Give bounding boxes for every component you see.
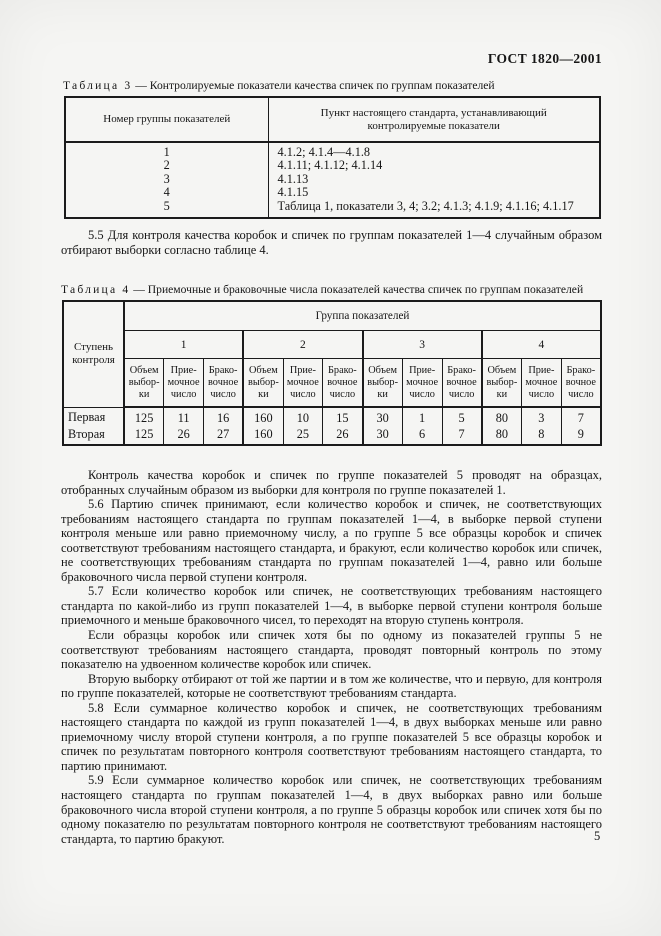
table4-cell: 125 bbox=[123, 426, 165, 445]
table4-group-header-row: Ступень контроля Группа показателей bbox=[62, 300, 602, 408]
clause-5-5: 5.5 Для контроля качества коробок и спич… bbox=[61, 228, 602, 258]
table4-cell: 27 bbox=[203, 426, 244, 445]
table4-cell: 160 bbox=[242, 407, 284, 426]
table3-group-4: 4 bbox=[163, 185, 170, 200]
table4-row-label: Вторая bbox=[62, 426, 125, 445]
table4-sub-rejection-3: Брако- вочное число bbox=[441, 358, 483, 408]
table3-clause-1: 4.1.2; 4.1.4—4.1.8 bbox=[277, 145, 371, 159]
table3-clause-2: 4.1.11; 4.1.12; 4.1.14 bbox=[277, 158, 383, 173]
table3-clause-5: Таблица 1, показатели 3, 4; 3.2; 4.1.3; … bbox=[277, 198, 574, 213]
table4-sub-sample-size-3: Объем выбор- ки bbox=[361, 358, 403, 408]
table4-group-3-label: 3 bbox=[361, 330, 483, 359]
table4-sub-rejection-4: Брако- вочное число bbox=[560, 358, 602, 408]
table4-sub-acceptance-2: Прие- мочное число bbox=[282, 358, 324, 408]
table4-cell: 7 bbox=[441, 426, 483, 445]
clause-5-9: 5.9 Если суммарное количество коробок ил… bbox=[61, 773, 602, 846]
table4-cell: 7 bbox=[560, 407, 602, 426]
table4-caption-label: Таблица 4 bbox=[61, 283, 131, 296]
table4-cell: 26 bbox=[322, 426, 363, 445]
table4-cell: 80 bbox=[480, 426, 522, 445]
table4-group-2-label: 2 bbox=[242, 330, 364, 359]
table4-sub-rejection-1: Брако- вочное число bbox=[203, 358, 244, 408]
clause-5-5-text: 5.5 Для контроля качества коробок и спич… bbox=[61, 228, 602, 257]
table4-stub-header: Ступень контроля bbox=[62, 300, 125, 408]
table4-group-1-label: 1 bbox=[122, 330, 244, 359]
table4-row-second-stage: Вторая 125 26 27 160 25 26 30 6 7 80 8 9 bbox=[62, 426, 602, 445]
table4-caption: Таблица 4 — Приемочные и браковочные чис… bbox=[61, 283, 601, 296]
table4-sub-sample-size-2: Объем выбор- ки bbox=[242, 358, 284, 408]
table4-sub-acceptance-1: Прие- мочное число bbox=[163, 358, 204, 408]
body-text: Контроль качества коробок и спичек по гр… bbox=[61, 468, 602, 846]
table4-row-label: Первая bbox=[62, 407, 125, 426]
paragraph-control-group5: Контроль качества коробок и спичек по гр… bbox=[61, 468, 602, 497]
clause-5-6: 5.6 Партию спичек принимают, если количе… bbox=[61, 497, 602, 584]
table3-group-1: 1 bbox=[163, 145, 170, 159]
table4-group-4-label: 4 bbox=[480, 330, 602, 359]
table4-cell: 15 bbox=[322, 407, 363, 426]
table3-caption-label: Таблица 3 bbox=[63, 79, 133, 92]
table3-col1-header: Номер группы показателей bbox=[65, 97, 268, 143]
table4-row-first-stage: Первая 125 11 16 160 10 15 30 1 5 80 3 7 bbox=[62, 407, 602, 426]
table4-cell: 30 bbox=[361, 426, 403, 445]
table3-clauses: 4.1.2; 4.1.4—4.1.8 4.1.11; 4.1.12; 4.1.1… bbox=[267, 142, 600, 219]
paragraph-second-sample: Вторую выборку отбирают от той же партии… bbox=[61, 671, 602, 701]
table4-cell: 3 bbox=[521, 407, 562, 426]
table3-controlled-indicators: Номер группы показателей Пункт настоящег… bbox=[64, 96, 601, 220]
table3-caption: Таблица 3 — Контролируемые показатели ка… bbox=[63, 79, 601, 92]
table4-sub-rejection-2: Брако- вочное число bbox=[322, 358, 363, 408]
table4-cell: 25 bbox=[282, 426, 324, 445]
table4-cell: 1 bbox=[401, 407, 443, 426]
table3-caption-text: — Контролируемые показатели качества спи… bbox=[135, 79, 495, 92]
table4-cell: 5 bbox=[441, 407, 483, 426]
table4-cell: 10 bbox=[282, 407, 324, 426]
table4-cell: 30 bbox=[361, 407, 403, 426]
page-number: 5 bbox=[594, 829, 601, 843]
table4-cell: 9 bbox=[560, 426, 602, 445]
paragraph-repeat-control: Если образцы коробок или спичек хотя бы … bbox=[61, 628, 602, 672]
table4-caption-text: — Приемочные и браковочные числа показат… bbox=[133, 283, 584, 296]
table3-col2-header: Пункт настоящего стандарта, устанавливаю… bbox=[267, 97, 600, 143]
table3-clause-3: 4.1.13 bbox=[277, 171, 309, 186]
table3-header-row: Номер группы показателей Пункт настоящег… bbox=[65, 97, 600, 143]
table4-cell: 6 bbox=[401, 426, 443, 445]
table3-group-2: 2 bbox=[163, 158, 170, 173]
table4-cell: 16 bbox=[203, 407, 244, 426]
table4-cell: 125 bbox=[123, 407, 165, 426]
table3-group-3: 3 bbox=[163, 171, 170, 186]
table4-sub-sample-size-1: Объем выбор- ки bbox=[123, 358, 165, 408]
table4-sub-acceptance-3: Прие- мочное число bbox=[401, 358, 443, 408]
table4-sub-acceptance-4: Прие- мочное число bbox=[521, 358, 562, 408]
table4-cell: 80 bbox=[480, 407, 522, 426]
table4-group-header: Группа показателей bbox=[123, 300, 602, 331]
table3-body-row: 1 2 3 4 5 4.1.2; 4.1.4—4.1.8 4.1.11; 4.1… bbox=[65, 142, 600, 219]
table4-sub-sample-size-4: Объем выбор- ки bbox=[480, 358, 522, 408]
table3-group-numbers: 1 2 3 4 5 bbox=[65, 142, 268, 218]
table4-subheader-row: Объем выбор- ки Прие- мочное число Брако… bbox=[63, 358, 602, 408]
table3-group-5: 5 bbox=[163, 198, 170, 213]
table4-cell: 11 bbox=[163, 407, 204, 426]
clause-5-8: 5.8 Если суммарное количество коробок и … bbox=[61, 700, 602, 773]
table4-cell: 8 bbox=[521, 426, 562, 445]
clause-5-7: 5.7 Если количество коробок или спичек, … bbox=[61, 584, 602, 628]
table4-cell: 160 bbox=[242, 426, 284, 445]
table3-clause-4: 4.1.15 bbox=[277, 185, 309, 200]
standard-number-header: ГОСТ 1820—2001 bbox=[487, 51, 602, 66]
table4-acceptance-numbers: Ступень контроля Группа показателей 1 2 … bbox=[62, 300, 602, 446]
table4-cell: 26 bbox=[163, 426, 204, 445]
table4-group-numbers-row: 1 2 3 4 bbox=[63, 330, 602, 359]
